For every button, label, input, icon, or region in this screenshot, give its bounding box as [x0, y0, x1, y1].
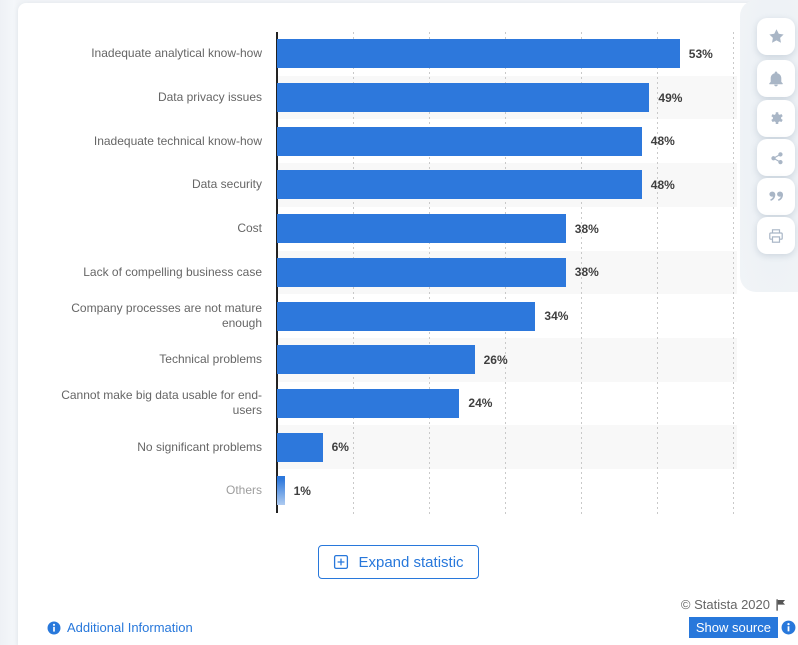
bar: [277, 170, 642, 200]
alert-button[interactable]: [757, 60, 795, 97]
additional-information-link[interactable]: Additional Information: [47, 620, 193, 635]
value-label: 38%: [574, 221, 599, 236]
show-source-button[interactable]: Show source: [688, 617, 796, 638]
bar: [277, 301, 536, 331]
bar: [277, 432, 323, 462]
chart-card: Inadequate analytical know-how 53% Data pr…: [18, 3, 798, 645]
quote-icon: [768, 189, 785, 204]
category-label: No significant problems: [137, 439, 262, 454]
share-button[interactable]: [757, 139, 795, 176]
category-label: Inadequate analytical know-how: [91, 46, 262, 61]
print-icon: [768, 228, 784, 244]
bar: [277, 39, 680, 69]
expand-statistic-button[interactable]: Expand statistic: [318, 545, 479, 579]
value-label: 26%: [483, 352, 508, 367]
favorite-button[interactable]: [757, 18, 795, 55]
gridline: [733, 32, 734, 516]
bar: [277, 214, 566, 244]
value-label: 24%: [468, 396, 493, 411]
expand-statistic-label: Expand statistic: [358, 553, 464, 571]
value-label: 48%: [650, 134, 675, 149]
category-label: Inadequate technical know-how: [93, 133, 262, 148]
gridline: [581, 32, 582, 516]
bar: [277, 388, 460, 418]
value-label: 53%: [688, 46, 713, 61]
gridline: [657, 32, 658, 516]
gear-icon: [769, 111, 784, 126]
bell-icon: [768, 71, 784, 87]
show-source-label: Show source: [688, 617, 778, 638]
bar: [277, 257, 566, 287]
category-label: Lack of compelling business case: [83, 264, 262, 279]
bar: [277, 83, 650, 113]
value-label: 38%: [574, 265, 599, 280]
flag-icon[interactable]: [775, 598, 788, 612]
bar: [277, 126, 642, 156]
copyright-label: © Statista 2020: [680, 597, 770, 612]
info-icon: [47, 621, 61, 635]
source-info-icon[interactable]: [781, 620, 796, 635]
value-label: 49%: [658, 90, 683, 105]
value-label: 48%: [650, 177, 675, 192]
expand-plus-icon: [333, 554, 349, 570]
print-button[interactable]: [757, 217, 795, 254]
cite-button[interactable]: [757, 178, 795, 215]
category-label: Company processes are not mature enough: [71, 301, 262, 331]
category-label: Technical problems: [159, 352, 262, 367]
share-icon: [769, 150, 784, 165]
category-label: Data privacy issues: [157, 90, 262, 105]
value-label: 34%: [544, 309, 569, 324]
category-label: Cost: [237, 221, 262, 236]
value-label: 1%: [293, 483, 311, 498]
bar: [277, 345, 475, 375]
category-label: Cannot make big data usable for end-user…: [61, 388, 262, 418]
category-label: Others: [225, 483, 262, 498]
value-label: 6%: [331, 440, 349, 455]
star-icon: [768, 28, 785, 45]
additional-information-label: Additional Information: [67, 620, 193, 635]
bar: [277, 476, 285, 506]
settings-button[interactable]: [757, 100, 795, 137]
copyright-notice: © Statista 2020: [681, 597, 788, 612]
category-label: Data security: [191, 177, 262, 192]
